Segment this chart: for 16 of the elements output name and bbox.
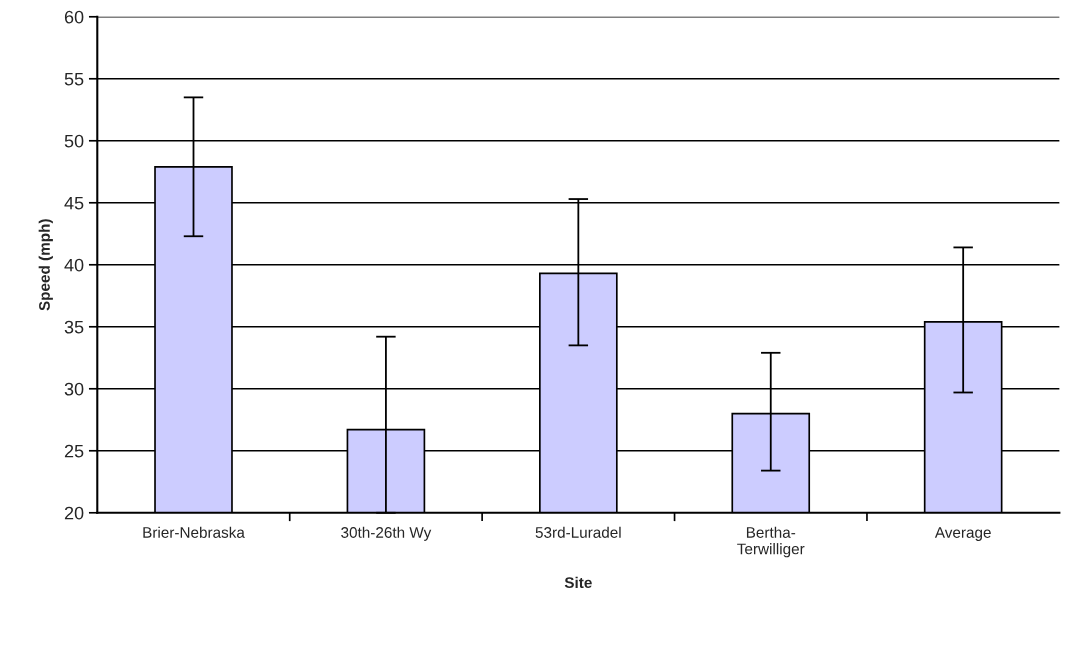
x-tick-label: Average	[934, 527, 991, 541]
y-tick-label: 20	[64, 506, 84, 520]
y-tick-label: 25	[64, 444, 84, 458]
y-tick-label: 60	[64, 10, 84, 24]
x-tick-label: Brier-Nebraska	[143, 526, 245, 538]
x-tick-label: 30th-26th Wy	[341, 526, 432, 541]
x-axis-title: Site	[564, 576, 592, 589]
y-tick-label: 35	[64, 320, 84, 334]
x-tick-label: Bertha- Terwilliger	[737, 526, 805, 558]
y-tick-label: 40	[64, 258, 84, 272]
y-tick-label: 55	[64, 72, 84, 86]
y-tick-label: 45	[64, 196, 84, 210]
x-tick-label: 53rd-Luradel	[535, 526, 621, 538]
y-axis-title: Speed (mph)	[38, 219, 53, 311]
y-tick-label: 30	[64, 382, 84, 396]
y-tick-label: 50	[64, 134, 84, 148]
